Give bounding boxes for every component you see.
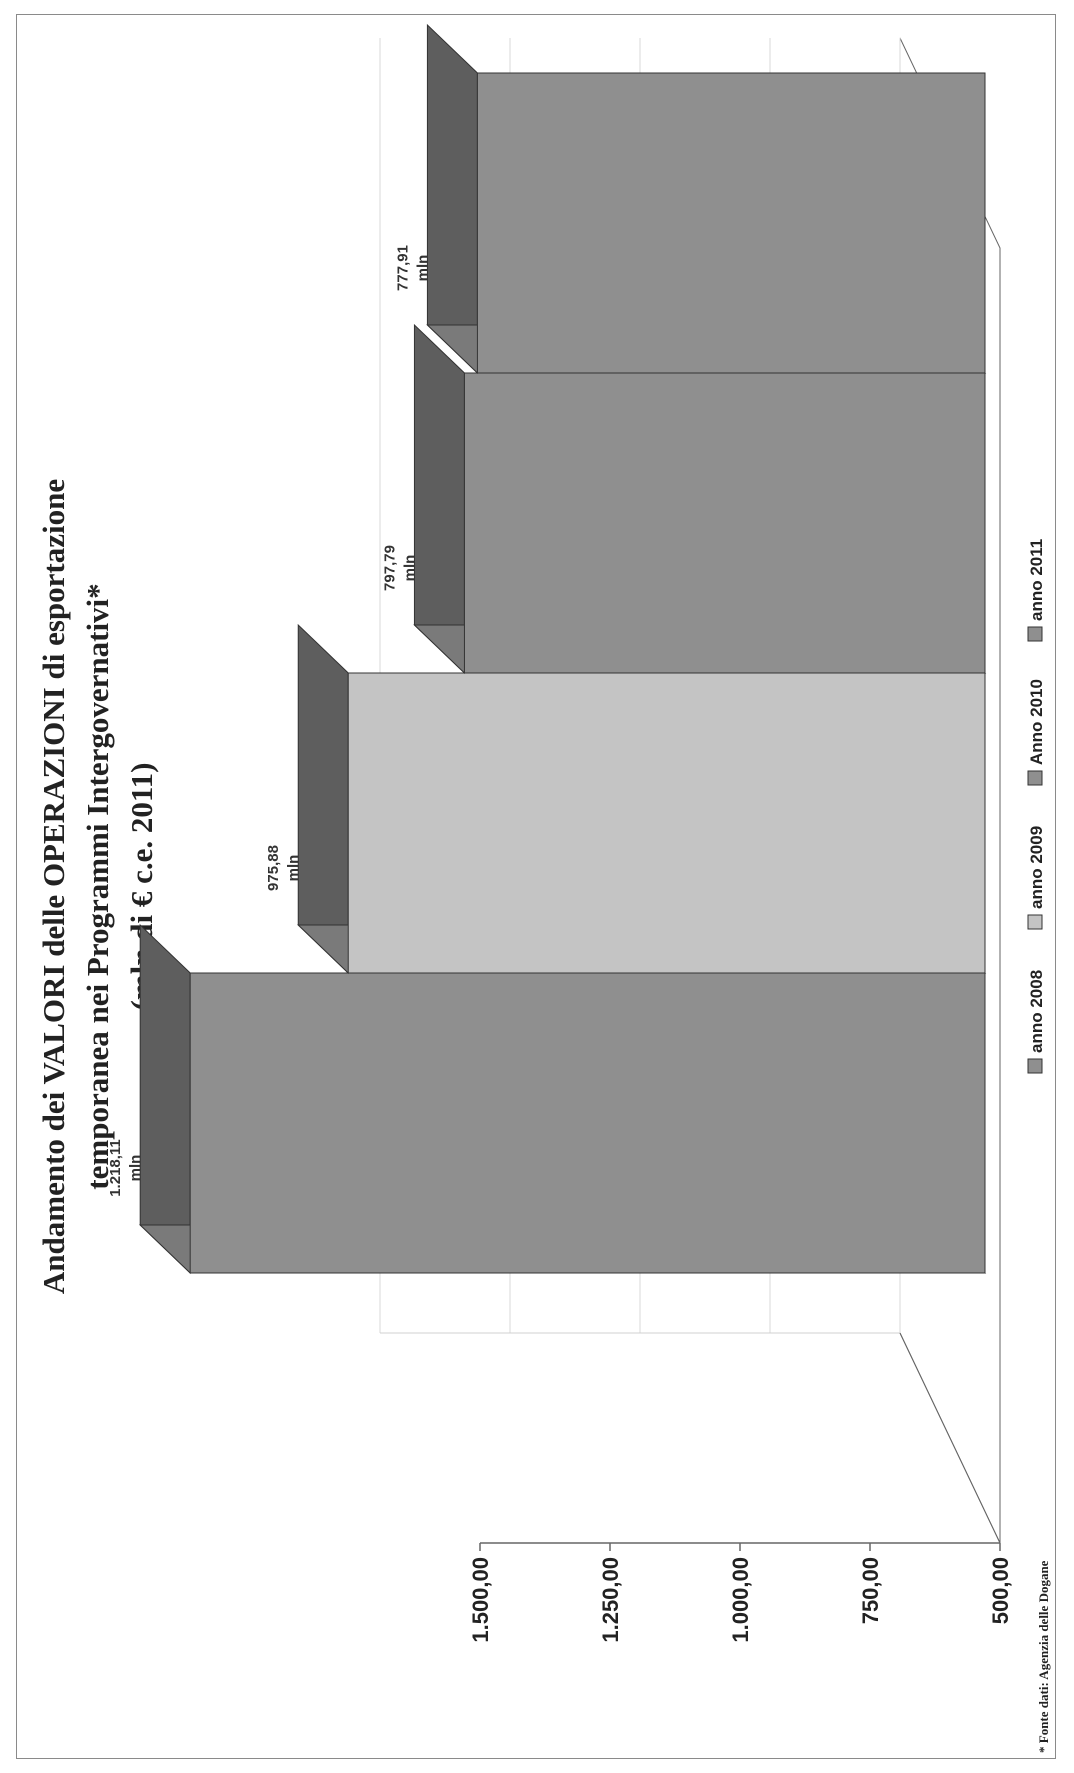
bar-top-0 <box>139 923 191 1275</box>
data-label-value-1: 975,88 <box>265 845 282 891</box>
legend-swatch-2 <box>1027 770 1043 786</box>
bar-front-1 <box>347 672 986 974</box>
bar-0 <box>138 923 987 1275</box>
legend-swatch-1 <box>1027 914 1043 930</box>
bar-top-3 <box>426 23 478 375</box>
data-label-value-0: 1.218,11 <box>107 1139 124 1197</box>
y-axis-depth-line <box>899 1332 1001 1544</box>
bar-top-1 <box>297 623 349 975</box>
data-label-unit-2: mln <box>401 555 418 582</box>
y-tick-label-2: 1.000,00 <box>728 1557 753 1643</box>
y-tick-label-1: 750,00 <box>858 1557 883 1624</box>
legend-label-1: anno 2009 <box>1027 826 1046 909</box>
legend-swatch-0 <box>1027 1058 1043 1074</box>
bar-1 <box>296 623 987 975</box>
bar-front-2 <box>463 372 986 674</box>
legend-label-3: anno 2011 <box>1027 539 1046 621</box>
source-note: * Fonte dati: Agenzia delle Dogane <box>1036 1560 1051 1753</box>
y-tick-label-3: 1.250,00 <box>598 1557 623 1643</box>
bars-layer <box>138 23 987 1275</box>
y-tick-label-0: 500,00 <box>988 1557 1013 1624</box>
bar-top-2 <box>413 323 465 675</box>
legend-layer: anno 2008 anno 2009 Anno 2010 anno 2011 <box>1027 539 1046 1074</box>
page-frame <box>16 14 1056 1759</box>
bar-front-0 <box>189 972 986 1274</box>
legend-label-0: anno 2008 <box>1027 970 1046 1053</box>
bar-3 <box>426 23 987 375</box>
y-tick-label-4: 1.500,00 <box>468 1557 493 1643</box>
axis-layer: 500,00 750,00 1.000,00 1.250,00 1.500,00 <box>468 1332 1013 1643</box>
data-label-value-2: 797,79 <box>381 545 398 591</box>
data-label-unit-0: mln <box>127 1155 144 1182</box>
bar-front-3 <box>476 72 986 374</box>
data-label-unit-1: mln <box>285 855 302 882</box>
legend-swatch-3 <box>1027 626 1043 642</box>
data-label-unit-3: mln <box>414 255 431 282</box>
data-label-value-3: 777,91 <box>394 245 411 291</box>
bar-2 <box>413 323 987 675</box>
legend-label-2: Anno 2010 <box>1027 679 1046 765</box>
